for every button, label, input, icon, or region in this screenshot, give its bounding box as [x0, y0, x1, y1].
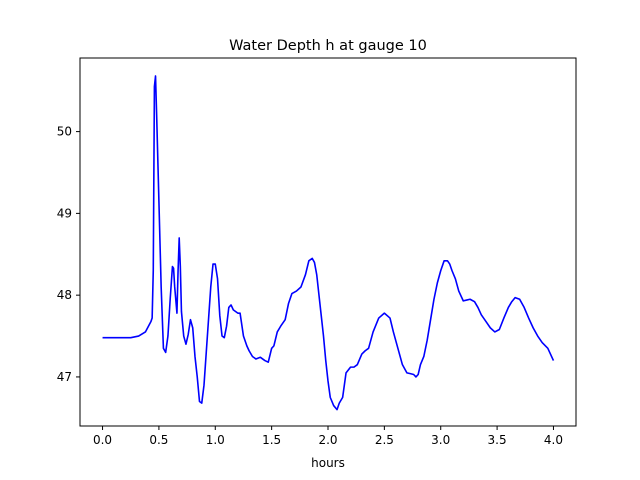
y-tick-label: 47 [57, 370, 72, 384]
y-tick-label: 48 [57, 288, 72, 302]
x-tick-label: 3.5 [488, 433, 507, 447]
x-tick-label: 3.0 [431, 433, 450, 447]
x-tick-label: 1.5 [262, 433, 281, 447]
chart-title: Water Depth h at gauge 10 [229, 38, 427, 54]
y-tick-label: 49 [57, 206, 72, 220]
x-tick-label: 1.0 [206, 433, 225, 447]
x-axis-label: hours [311, 456, 345, 470]
y-tick-label: 50 [57, 125, 72, 139]
plot-area [102, 75, 555, 411]
x-tick-label: 0.0 [93, 433, 112, 447]
y-axis-ticks: 47 48 49 50 [57, 125, 80, 384]
plot-frame [79, 57, 577, 427]
x-axis-ticks: 0.0 0.5 1.0 1.5 2.0 2.5 3.0 3.5 4.0 [93, 426, 563, 447]
x-tick-label: 4.0 [544, 433, 563, 447]
series-line-0 [102, 75, 555, 411]
x-tick-label: 0.5 [149, 433, 168, 447]
x-tick-label: 2.5 [375, 433, 394, 447]
x-tick-label: 2.0 [318, 433, 337, 447]
